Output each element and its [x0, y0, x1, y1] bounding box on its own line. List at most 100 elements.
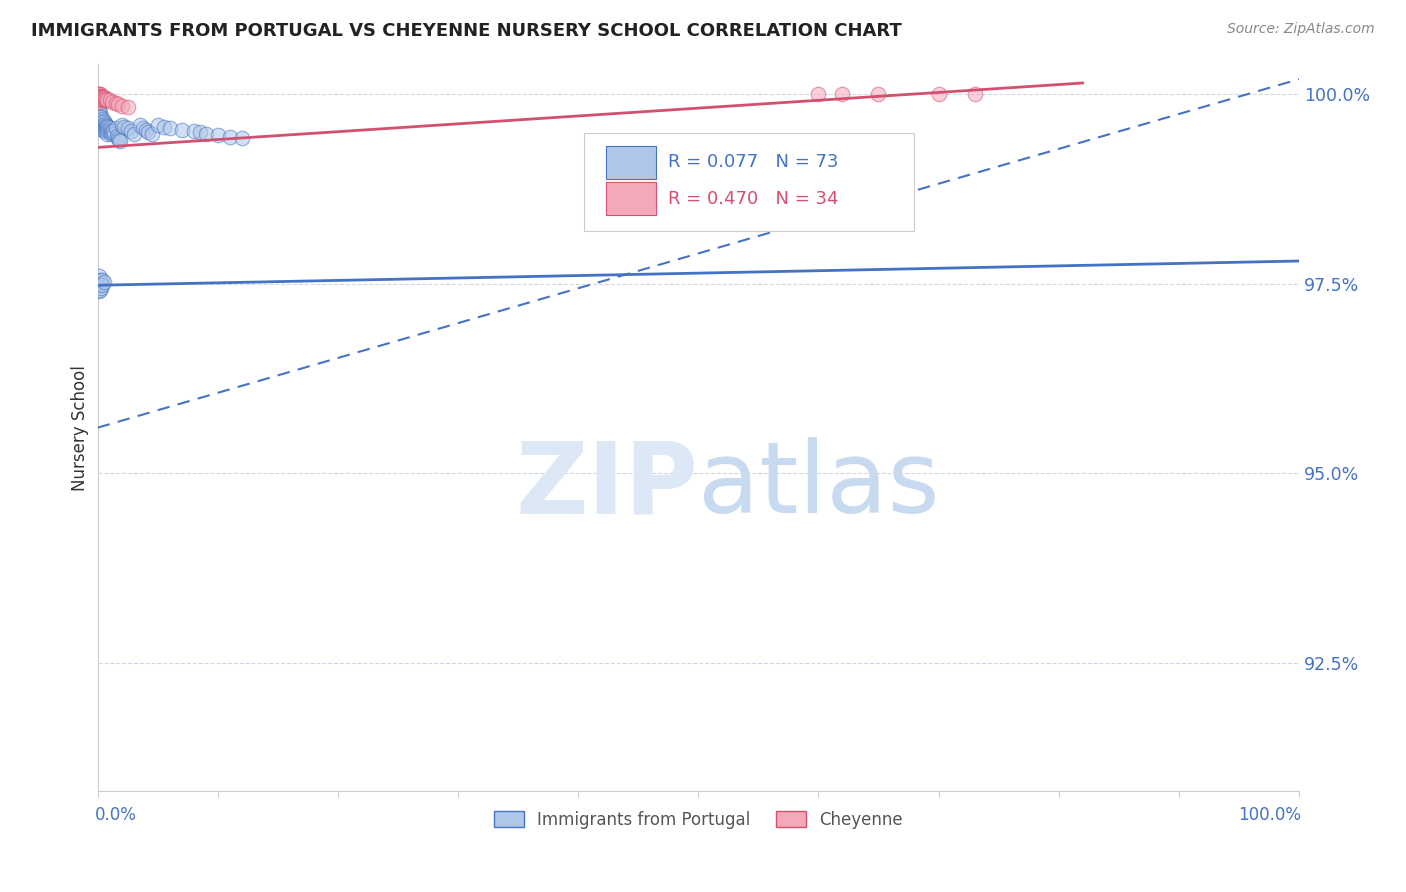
Legend: Immigrants from Portugal, Cheyenne: Immigrants from Portugal, Cheyenne	[488, 804, 910, 835]
Point	[136, 125, 159, 139]
Point	[91, 273, 114, 287]
Point	[89, 121, 111, 136]
Point	[103, 124, 125, 138]
Point	[112, 120, 135, 134]
Point	[868, 87, 890, 102]
Point	[93, 92, 115, 106]
Point	[89, 88, 111, 103]
Point	[928, 87, 950, 102]
Point	[108, 133, 131, 147]
Point	[96, 127, 118, 141]
Point	[159, 121, 181, 136]
Point	[96, 119, 118, 133]
Point	[94, 116, 117, 130]
Point	[90, 280, 112, 294]
Point	[90, 90, 112, 104]
Point	[101, 95, 124, 109]
Point	[87, 87, 110, 102]
Point	[87, 269, 110, 284]
Y-axis label: Nursery School: Nursery School	[72, 365, 89, 491]
Point	[90, 277, 112, 291]
Point	[128, 118, 150, 132]
Point	[105, 128, 128, 143]
Point	[87, 92, 110, 106]
Point	[87, 106, 110, 120]
Point	[91, 115, 114, 129]
Point	[152, 120, 174, 134]
Point	[170, 123, 193, 137]
Point	[97, 124, 120, 138]
Point	[89, 278, 111, 293]
Point	[183, 124, 205, 138]
Point	[107, 97, 129, 112]
Point	[110, 99, 132, 113]
Point	[100, 123, 122, 137]
Point	[188, 125, 211, 139]
FancyBboxPatch shape	[583, 133, 914, 231]
Point	[91, 123, 114, 137]
Point	[90, 114, 112, 128]
Text: R = 0.470   N = 34: R = 0.470 N = 34	[668, 190, 839, 208]
Point	[110, 134, 132, 148]
Point	[93, 275, 115, 289]
Point	[89, 92, 111, 106]
Point	[207, 128, 229, 143]
Point	[89, 283, 111, 297]
Point	[194, 127, 217, 141]
Text: ZIP: ZIP	[516, 437, 699, 534]
Point	[87, 88, 110, 103]
Point	[89, 87, 111, 102]
Point	[135, 123, 157, 137]
Point	[91, 112, 114, 126]
Point	[90, 118, 112, 132]
Point	[90, 110, 112, 124]
Point	[100, 127, 122, 141]
Point	[831, 87, 853, 102]
Point	[87, 110, 110, 124]
Point	[107, 130, 129, 145]
Text: atlas: atlas	[699, 437, 939, 534]
Point	[90, 92, 112, 106]
Point	[94, 91, 117, 105]
Point	[87, 285, 110, 299]
Point	[103, 127, 125, 141]
Text: Source: ZipAtlas.com: Source: ZipAtlas.com	[1227, 22, 1375, 37]
Point	[96, 93, 118, 107]
Point	[97, 120, 120, 134]
Point	[117, 121, 139, 136]
Point	[94, 92, 117, 106]
Point	[87, 94, 110, 108]
Point	[146, 118, 169, 132]
Point	[117, 100, 139, 114]
Point	[110, 118, 132, 132]
Point	[90, 88, 112, 103]
Point	[98, 121, 121, 136]
Point	[87, 95, 110, 109]
Point	[132, 120, 155, 135]
Text: IMMIGRANTS FROM PORTUGAL VS CHEYENNE NURSERY SCHOOL CORRELATION CHART: IMMIGRANTS FROM PORTUGAL VS CHEYENNE NUR…	[31, 22, 901, 40]
Point	[87, 99, 110, 113]
Point	[91, 91, 114, 105]
Point	[94, 124, 117, 138]
Point	[807, 87, 830, 102]
Point	[231, 131, 253, 145]
Point	[120, 124, 142, 138]
FancyBboxPatch shape	[606, 145, 657, 179]
Point	[104, 96, 127, 111]
Point	[93, 90, 115, 104]
Point	[98, 94, 121, 108]
Point	[96, 123, 118, 137]
Point	[89, 110, 111, 124]
FancyBboxPatch shape	[606, 182, 657, 215]
Point	[93, 114, 115, 128]
Point	[98, 125, 121, 139]
Text: 100.0%: 100.0%	[1239, 806, 1302, 824]
Point	[141, 127, 163, 141]
Point	[94, 120, 117, 134]
Point	[91, 278, 114, 293]
Point	[101, 125, 124, 139]
Point	[89, 106, 111, 120]
Point	[91, 89, 114, 103]
Point	[104, 121, 127, 136]
Point	[87, 87, 110, 102]
